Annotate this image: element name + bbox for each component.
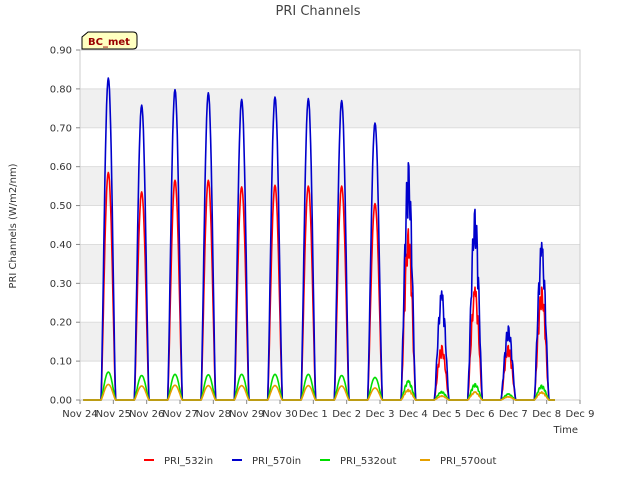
series-lines bbox=[83, 77, 555, 401]
x-tick-label: Dec 4 bbox=[399, 409, 428, 420]
chart-title: PRI Channels bbox=[276, 4, 361, 19]
x-tick-label: Dec 3 bbox=[366, 409, 395, 420]
grid-band bbox=[80, 244, 580, 284]
series-line-pri-570out bbox=[83, 383, 555, 401]
y-tick-label: 0.30 bbox=[50, 279, 72, 290]
x-tick-label: Nov 26 bbox=[129, 409, 164, 420]
y-tick-label: 0.10 bbox=[50, 357, 72, 368]
legend-label: PRI_532in bbox=[164, 456, 213, 467]
legend-label: PRI_570out bbox=[440, 456, 496, 467]
x-tick-label: Nov 29 bbox=[229, 409, 264, 420]
x-tick-label: Dec 7 bbox=[499, 409, 528, 420]
site-badge: BC_met bbox=[81, 31, 138, 50]
x-axis-title: Time bbox=[553, 425, 578, 436]
y-tick-label: 0.20 bbox=[50, 318, 72, 329]
legend-label: PRI_532out bbox=[340, 456, 396, 467]
legend-label: PRI_570in bbox=[252, 456, 301, 467]
y-tick-label: 0.50 bbox=[50, 201, 72, 212]
site-badge-box bbox=[81, 31, 138, 50]
x-tick-label: Nov 28 bbox=[196, 409, 231, 420]
x-tick-label: Dec 5 bbox=[432, 409, 461, 420]
grid-band bbox=[80, 88, 580, 128]
x-tick-label: Dec 1 bbox=[299, 409, 328, 420]
x-tick-label: Dec 2 bbox=[332, 409, 361, 420]
x-tick-label: Nov 24 bbox=[62, 409, 97, 420]
y-tick-label: 0.40 bbox=[50, 240, 72, 251]
x-tick-label: Nov 30 bbox=[262, 409, 297, 420]
x-tick-label: Dec 6 bbox=[466, 409, 495, 420]
grid-band bbox=[80, 322, 580, 362]
x-tick-label: Nov 25 bbox=[96, 409, 131, 420]
x-tick-label: Dec 8 bbox=[532, 409, 561, 420]
grid-band bbox=[80, 166, 580, 206]
y-tick-label: 0.00 bbox=[50, 396, 72, 407]
y-tick-label: 0.70 bbox=[50, 123, 72, 134]
x-tick-label: Dec 9 bbox=[566, 409, 595, 420]
y-axis-title: PRI Channels (W/m2/nm) bbox=[8, 163, 19, 288]
y-tick-label: 0.80 bbox=[50, 84, 72, 95]
y-tick-label: 0.90 bbox=[50, 46, 72, 57]
y-tick-label: 0.60 bbox=[50, 162, 72, 173]
x-tick-label: Nov 27 bbox=[162, 409, 197, 420]
legend: PRI_532in PRI_570in PRI_532out PRI_570out bbox=[144, 456, 496, 467]
y-axis: 0.00 0.10 0.20 0.30 0.40 0.50 0.60 0.70 0.80 0.90 bbox=[50, 46, 80, 407]
site-badge-label: BC_met bbox=[88, 37, 130, 48]
